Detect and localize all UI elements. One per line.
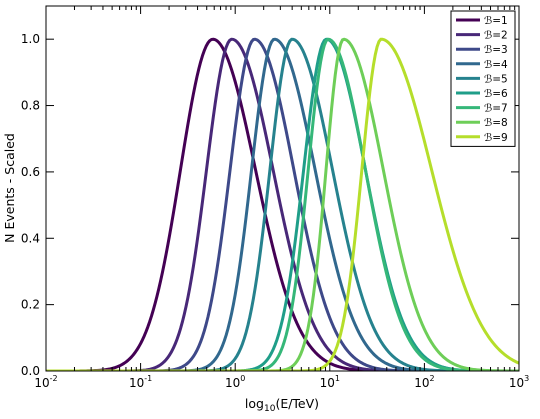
y-tick-label: 0.6 <box>21 165 40 179</box>
legend-label: ℬ=7 <box>484 103 508 115</box>
legend: ℬ=1 ℬ=2 ℬ=3 ℬ=4 ℬ=5 ℬ=6 ℬ=7 ℬ=8 ℬ=9 <box>450 10 516 147</box>
x-tick-label: 10-1 <box>129 374 152 390</box>
legend-label: ℬ=1 <box>484 15 508 27</box>
plot-frame <box>45 5 520 372</box>
y-tick-label: 1.0 <box>21 32 40 46</box>
y-tick-label: 0.8 <box>21 99 40 113</box>
legend-label: ℬ=2 <box>484 30 508 42</box>
legend-label: ℬ=5 <box>484 73 508 85</box>
ticks-layer <box>45 6 520 372</box>
x-axis-title: log10(E/TeV) <box>245 396 319 414</box>
x-tick-label: 102 <box>414 374 434 390</box>
x-tick-label: 10-2 <box>34 374 57 390</box>
series-line-1 <box>46 37 519 371</box>
series-line-7 <box>46 37 519 371</box>
y-tick-label: 0.2 <box>21 298 40 312</box>
x-tick-label: 103 <box>509 374 529 390</box>
y-tick-label: 0.4 <box>21 231 40 245</box>
x-tick-label: 100 <box>225 374 245 390</box>
legend-label: ℬ=9 <box>484 132 508 144</box>
legend-label: ℬ=8 <box>484 117 508 129</box>
x-axis-title-rest: (E/TeV) <box>275 396 319 411</box>
x-axis-title-sub: 10 <box>264 404 276 414</box>
x-tick-label: 101 <box>320 374 340 390</box>
series-line-9 <box>46 37 519 371</box>
labels-layer: 10-2 10-1 100 101 102 103 0.0 0.2 0.4 0.6 0.8 1.0 <box>21 32 529 390</box>
y-axis-title: N Events - Scaled <box>2 133 17 243</box>
legend-label: ℬ=6 <box>484 88 508 100</box>
x-axis-title-base: log <box>245 396 264 411</box>
legend-label: ℬ=4 <box>484 59 508 71</box>
legend-label: ℬ=3 <box>484 44 508 56</box>
y-tick-label: 0.0 <box>21 364 40 378</box>
